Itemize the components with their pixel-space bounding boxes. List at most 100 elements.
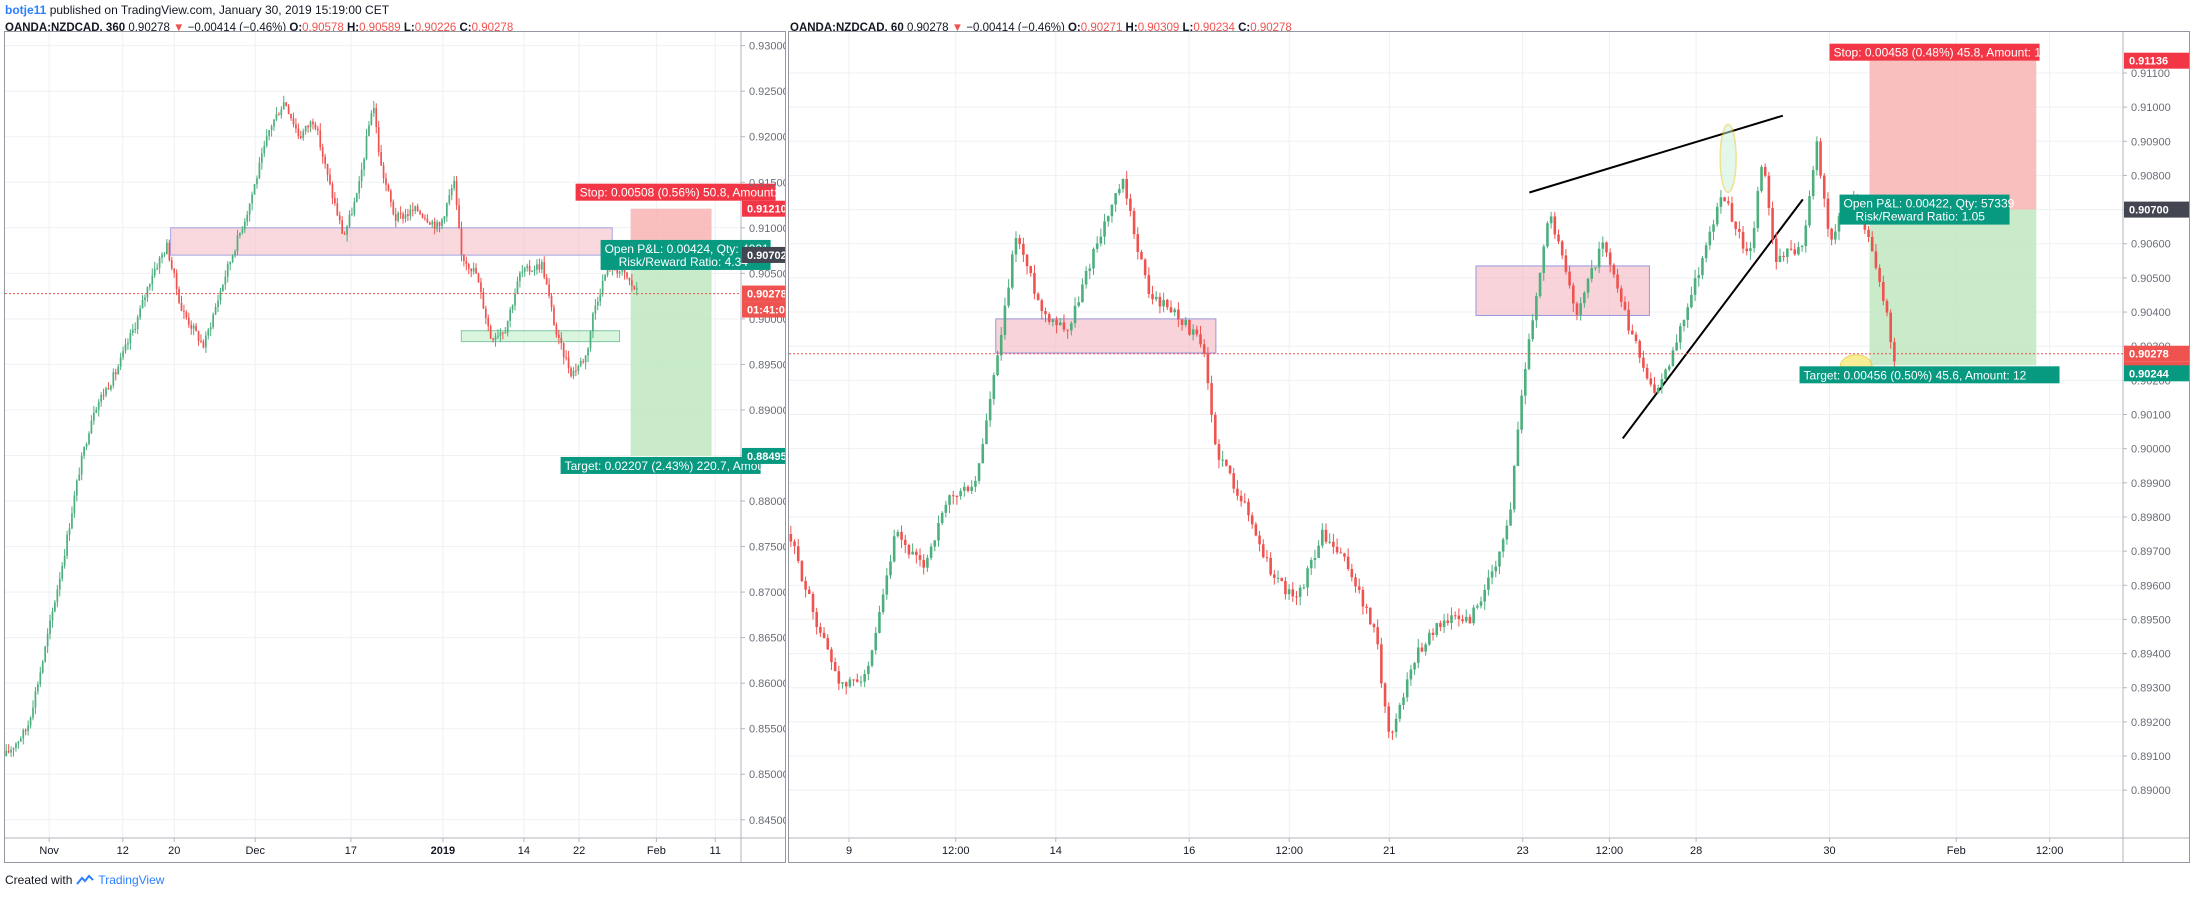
candle-body xyxy=(1213,414,1217,445)
last-price-badge: 0.90278 xyxy=(2129,349,2169,361)
candlestick-chart-60[interactable]: Stop: 0.00458 (0.48%) 45.8, Amount: 1 Ope… xyxy=(789,32,2189,862)
candle-body xyxy=(878,612,881,633)
time-tick-label: 11 xyxy=(710,845,721,857)
candle-body xyxy=(1867,229,1870,237)
price-tick-label: 0.89300 xyxy=(2131,683,2171,695)
candle-body xyxy=(959,490,962,497)
candle-body xyxy=(219,291,222,301)
candle-body xyxy=(501,332,504,334)
candle-body xyxy=(922,559,926,568)
candle-body xyxy=(1232,473,1236,489)
candle-body xyxy=(127,342,129,345)
candle-body xyxy=(1531,320,1534,340)
candle-body xyxy=(867,665,870,674)
candle-body xyxy=(63,555,66,566)
candle-body xyxy=(270,126,273,131)
chart-pane-right[interactable]: Stop: 0.00458 (0.48%) 45.8, Amount: 1 Ope… xyxy=(788,31,2190,863)
candle-body xyxy=(1719,197,1723,207)
candle-body xyxy=(307,125,309,128)
candle-body xyxy=(368,125,370,136)
candle-body xyxy=(1062,322,1066,330)
candle-body xyxy=(587,348,589,356)
candle-body xyxy=(1564,255,1568,272)
candle-body xyxy=(1686,307,1689,320)
candle-body xyxy=(1376,627,1379,645)
candle-body xyxy=(438,222,441,227)
candle-body xyxy=(863,673,866,682)
candle-body xyxy=(1509,509,1512,526)
candle-body xyxy=(200,340,202,342)
candle-body xyxy=(1398,704,1402,719)
candle-body xyxy=(635,288,638,290)
candle-body xyxy=(815,612,818,628)
candle-body xyxy=(1679,326,1682,343)
candle-body xyxy=(900,531,903,540)
candle-body xyxy=(10,749,12,753)
candle-body xyxy=(465,261,468,264)
candle-body xyxy=(1210,383,1213,415)
candle-body xyxy=(239,232,241,236)
candle-body xyxy=(1642,357,1645,368)
candle-body xyxy=(1889,312,1892,343)
candle-body xyxy=(54,602,56,612)
candle-body xyxy=(290,113,292,119)
candle-body xyxy=(348,214,351,227)
candle-body xyxy=(163,254,166,256)
candle-body xyxy=(1745,248,1749,252)
time-tick-label: 30 xyxy=(1823,845,1835,857)
candle-body xyxy=(326,163,329,175)
time-tick-label: 28 xyxy=(1690,845,1702,857)
candle-body xyxy=(139,308,141,318)
candle-body xyxy=(1693,278,1697,295)
candle-body xyxy=(1162,299,1165,307)
candle-body xyxy=(44,646,47,662)
candle-body xyxy=(380,151,382,166)
candle-body xyxy=(1106,216,1110,222)
candle-body xyxy=(1125,178,1128,199)
candle-body xyxy=(1003,305,1007,335)
candle-body xyxy=(1217,444,1221,460)
candle-body xyxy=(365,135,368,160)
chart-pane-left[interactable]: Stop: 0.00508 (0.56%) 50.8, Amount: 2 Ope… xyxy=(4,31,786,863)
candle-body xyxy=(1280,577,1284,581)
candle-body xyxy=(489,326,492,339)
candlestick-chart-360[interactable]: Stop: 0.00508 (0.56%) 50.8, Amount: 2 Ope… xyxy=(5,32,785,862)
candle-body xyxy=(1501,539,1505,552)
candle-body xyxy=(1870,236,1874,252)
candle-body xyxy=(1025,254,1029,267)
author-link[interactable]: botje11 xyxy=(5,3,47,17)
support-zone xyxy=(460,330,621,343)
candle-body xyxy=(1516,429,1520,466)
candle-body xyxy=(859,681,863,683)
candle-body xyxy=(1557,234,1560,242)
candle-body xyxy=(523,267,526,272)
candle-body xyxy=(1645,367,1649,379)
stop-label-box xyxy=(575,183,776,201)
candle-body xyxy=(1151,293,1154,300)
candle-body xyxy=(497,335,499,337)
price-tick-label: 0.87000 xyxy=(749,587,785,599)
candle-body xyxy=(217,300,219,308)
candle-body xyxy=(1749,248,1752,252)
candle-body xyxy=(183,310,185,312)
candle-body xyxy=(450,188,453,196)
candle-body xyxy=(526,265,529,268)
candle-body xyxy=(197,331,200,341)
target-label: Target: 0.00456 (0.50%) 45.6, Amount: 12 xyxy=(1804,368,2027,382)
candle-body xyxy=(915,551,918,556)
price-tick-label: 0.93000 xyxy=(749,41,785,53)
candle-body xyxy=(1047,314,1051,322)
candle-body xyxy=(1228,465,1232,474)
candle-body xyxy=(966,486,970,491)
tradingview-brand[interactable]: TradingView xyxy=(98,873,165,887)
stop-price-badge-box xyxy=(742,200,785,217)
candle-body xyxy=(504,332,507,334)
candle-body xyxy=(455,180,458,206)
candle-body xyxy=(596,301,599,306)
candle-body xyxy=(173,268,176,273)
candle-body xyxy=(1804,225,1808,246)
candle-body xyxy=(926,557,929,568)
candle-body xyxy=(467,263,470,269)
candle-body xyxy=(1885,300,1889,313)
candle-body xyxy=(17,741,20,744)
